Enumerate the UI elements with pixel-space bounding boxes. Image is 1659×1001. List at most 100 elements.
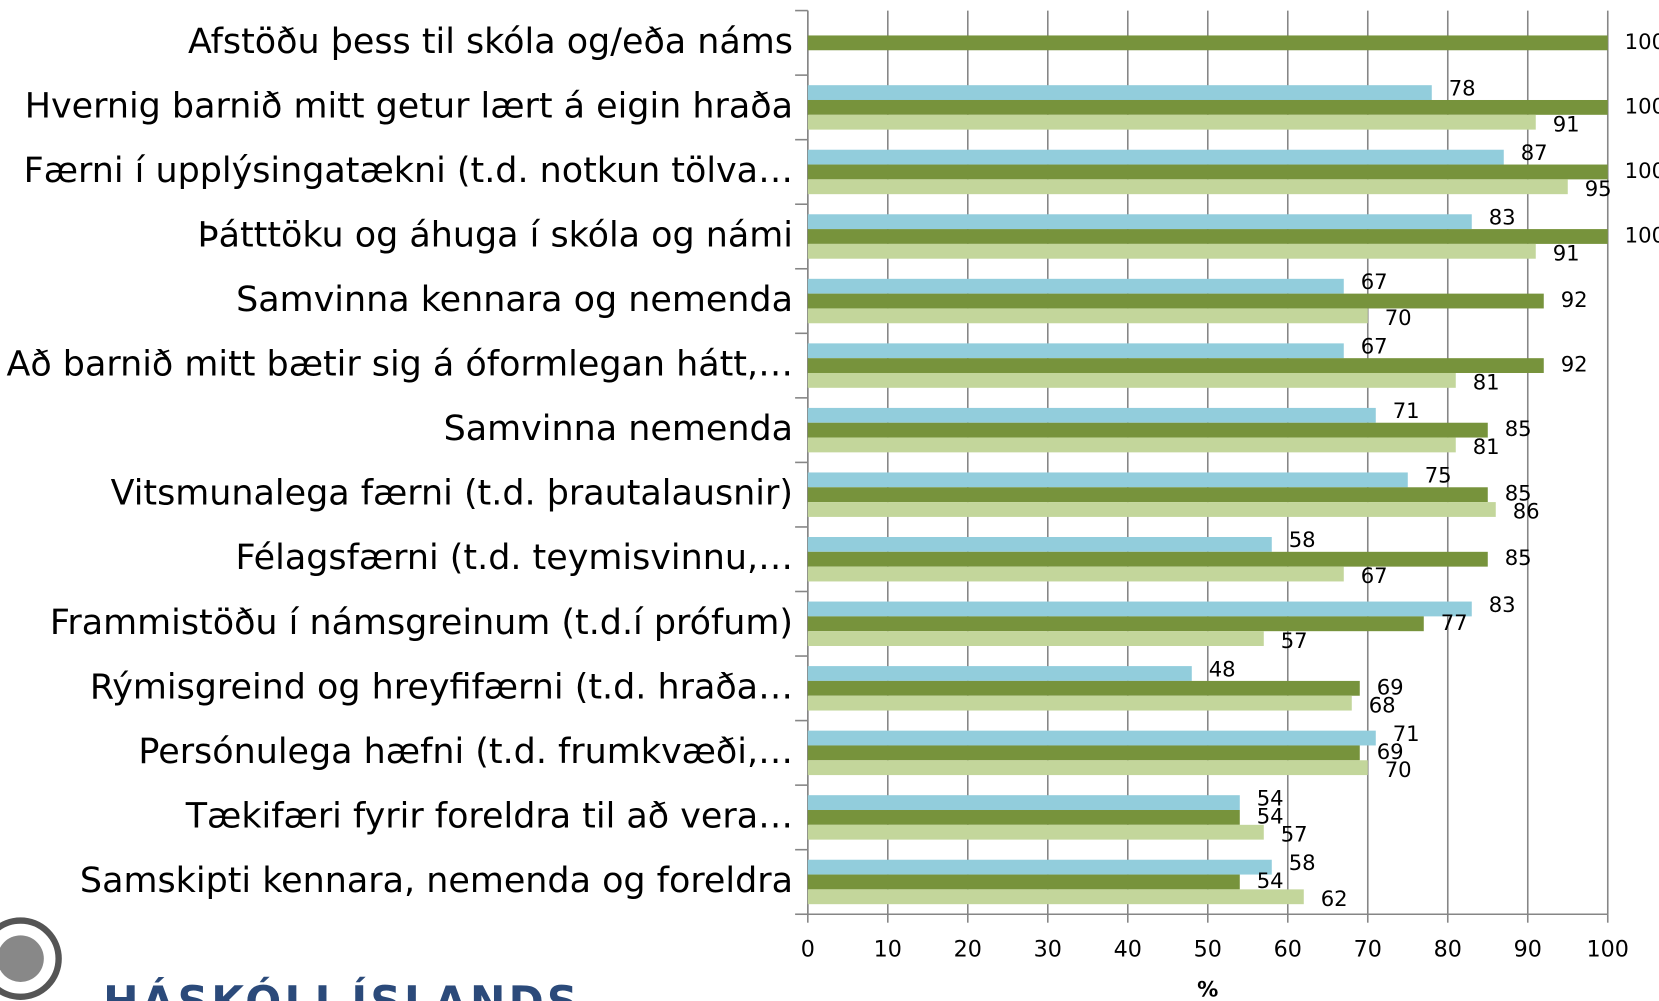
category-label: Rýmisgreind og hreyfifærni (t.d. hraða… bbox=[90, 667, 793, 707]
value-label: 87 bbox=[1521, 140, 1548, 165]
x-tick-label: 60 bbox=[1274, 937, 1302, 963]
category-label: Hvernig barnið mitt getur lært á eigin h… bbox=[25, 86, 793, 126]
value-label: 81 bbox=[1473, 434, 1500, 459]
category-label: Vitsmunalega færni (t.d. þrautalausnir) bbox=[111, 474, 793, 514]
bar bbox=[807, 99, 1608, 115]
bar bbox=[807, 229, 1608, 244]
logo-seal bbox=[0, 917, 62, 1000]
category-label: Tækifæri fyrir foreldra til að vera… bbox=[185, 796, 793, 836]
value-label: 54 bbox=[1257, 868, 1284, 893]
value-label: 83 bbox=[1489, 205, 1516, 230]
logo-seal-inner bbox=[0, 935, 44, 982]
bar bbox=[807, 437, 1456, 453]
x-tick-label: 40 bbox=[1114, 937, 1142, 963]
value-label: 92 bbox=[1561, 287, 1588, 312]
value-label: 67 bbox=[1361, 563, 1388, 588]
category-label: Færni í upplýsingatækni (t.d. notkun töl… bbox=[24, 151, 793, 191]
bar bbox=[807, 795, 1240, 811]
bar bbox=[807, 472, 1408, 488]
value-label: 58 bbox=[1289, 850, 1316, 875]
bar bbox=[807, 343, 1344, 359]
bar bbox=[807, 293, 1544, 309]
value-label: 68 bbox=[1369, 692, 1396, 717]
category-label: Persónulega hæfni (t.d. frumkvæði,… bbox=[138, 732, 793, 772]
bar bbox=[807, 824, 1264, 840]
x-tick-label: 10 bbox=[874, 937, 902, 963]
category-label: Að barnið mitt bætir sig á óformlegan há… bbox=[6, 345, 793, 385]
bar bbox=[807, 537, 1272, 552]
value-label: 91 bbox=[1553, 111, 1580, 136]
category-label: Samskipti kennara, nemenda og foreldra bbox=[80, 861, 793, 901]
value-label: 85 bbox=[1505, 481, 1532, 506]
bar bbox=[807, 695, 1352, 711]
bar bbox=[807, 487, 1488, 503]
bar bbox=[807, 149, 1504, 165]
value-label: 67 bbox=[1361, 334, 1388, 359]
category-label: Félagsfærni (t.d. teymisvinnu,… bbox=[236, 538, 793, 578]
value-label: 62 bbox=[1321, 886, 1348, 911]
bar bbox=[807, 889, 1304, 905]
bar bbox=[807, 745, 1360, 761]
value-label: 54 bbox=[1257, 803, 1284, 828]
x-tick-label: 50 bbox=[1194, 937, 1222, 963]
bar bbox=[807, 422, 1488, 438]
value-label: 57 bbox=[1281, 821, 1308, 846]
x-tick-label: 20 bbox=[954, 937, 982, 963]
bar bbox=[807, 278, 1344, 294]
x-tick-label: 70 bbox=[1354, 937, 1382, 963]
bar bbox=[807, 114, 1536, 130]
bar bbox=[807, 35, 1608, 51]
bar bbox=[807, 566, 1344, 582]
bar bbox=[807, 616, 1424, 632]
bar bbox=[807, 243, 1536, 259]
value-label: 70 bbox=[1385, 757, 1412, 782]
value-label: 69 bbox=[1377, 674, 1404, 699]
value-label: 92 bbox=[1561, 352, 1588, 377]
bar bbox=[807, 810, 1240, 825]
bar bbox=[807, 358, 1544, 373]
value-label: 91 bbox=[1553, 240, 1580, 265]
value-label: 78 bbox=[1449, 75, 1476, 100]
value-label: 86 bbox=[1513, 499, 1540, 524]
value-label: 54 bbox=[1257, 785, 1284, 810]
bar bbox=[807, 874, 1240, 890]
bar bbox=[807, 631, 1264, 646]
bar bbox=[807, 214, 1472, 230]
value-label: 77 bbox=[1441, 610, 1468, 635]
value-label: 100 bbox=[1625, 222, 1659, 247]
value-label: 75 bbox=[1425, 463, 1452, 488]
value-label: 48 bbox=[1209, 656, 1236, 681]
x-tick-label: 90 bbox=[1514, 937, 1542, 963]
value-label: 71 bbox=[1393, 398, 1420, 423]
x-tick-label: 30 bbox=[1034, 937, 1062, 963]
value-label: 70 bbox=[1385, 305, 1412, 330]
value-label: 58 bbox=[1289, 527, 1316, 552]
value-label: 100 bbox=[1625, 93, 1659, 118]
value-label: 69 bbox=[1377, 739, 1404, 764]
value-label: 57 bbox=[1281, 628, 1308, 653]
value-label: 67 bbox=[1361, 269, 1388, 294]
value-label: 100 bbox=[1625, 158, 1659, 183]
value-label: 81 bbox=[1473, 370, 1500, 395]
value-label: 71 bbox=[1393, 721, 1420, 746]
bar bbox=[807, 502, 1496, 517]
bar bbox=[807, 85, 1432, 100]
logo-text: HÁSKÓLI ÍSLANDS bbox=[103, 977, 580, 1001]
category-label: Frammistöðu í námsgreinum (t.d.í prófum) bbox=[50, 603, 793, 643]
bar bbox=[807, 601, 1472, 617]
value-label: 83 bbox=[1489, 592, 1516, 617]
category-label: Samvinna kennara og nemenda bbox=[236, 280, 793, 320]
bar bbox=[807, 760, 1368, 776]
value-label: 85 bbox=[1505, 416, 1532, 441]
bar bbox=[807, 164, 1608, 180]
bar bbox=[807, 551, 1488, 567]
x-tick-label: 100 bbox=[1587, 937, 1629, 963]
bar bbox=[807, 372, 1456, 388]
bar bbox=[807, 666, 1192, 681]
value-label: 100 bbox=[1625, 29, 1659, 54]
bar bbox=[807, 859, 1272, 875]
bar bbox=[807, 179, 1568, 195]
x-tick-label: 0 bbox=[801, 937, 815, 963]
